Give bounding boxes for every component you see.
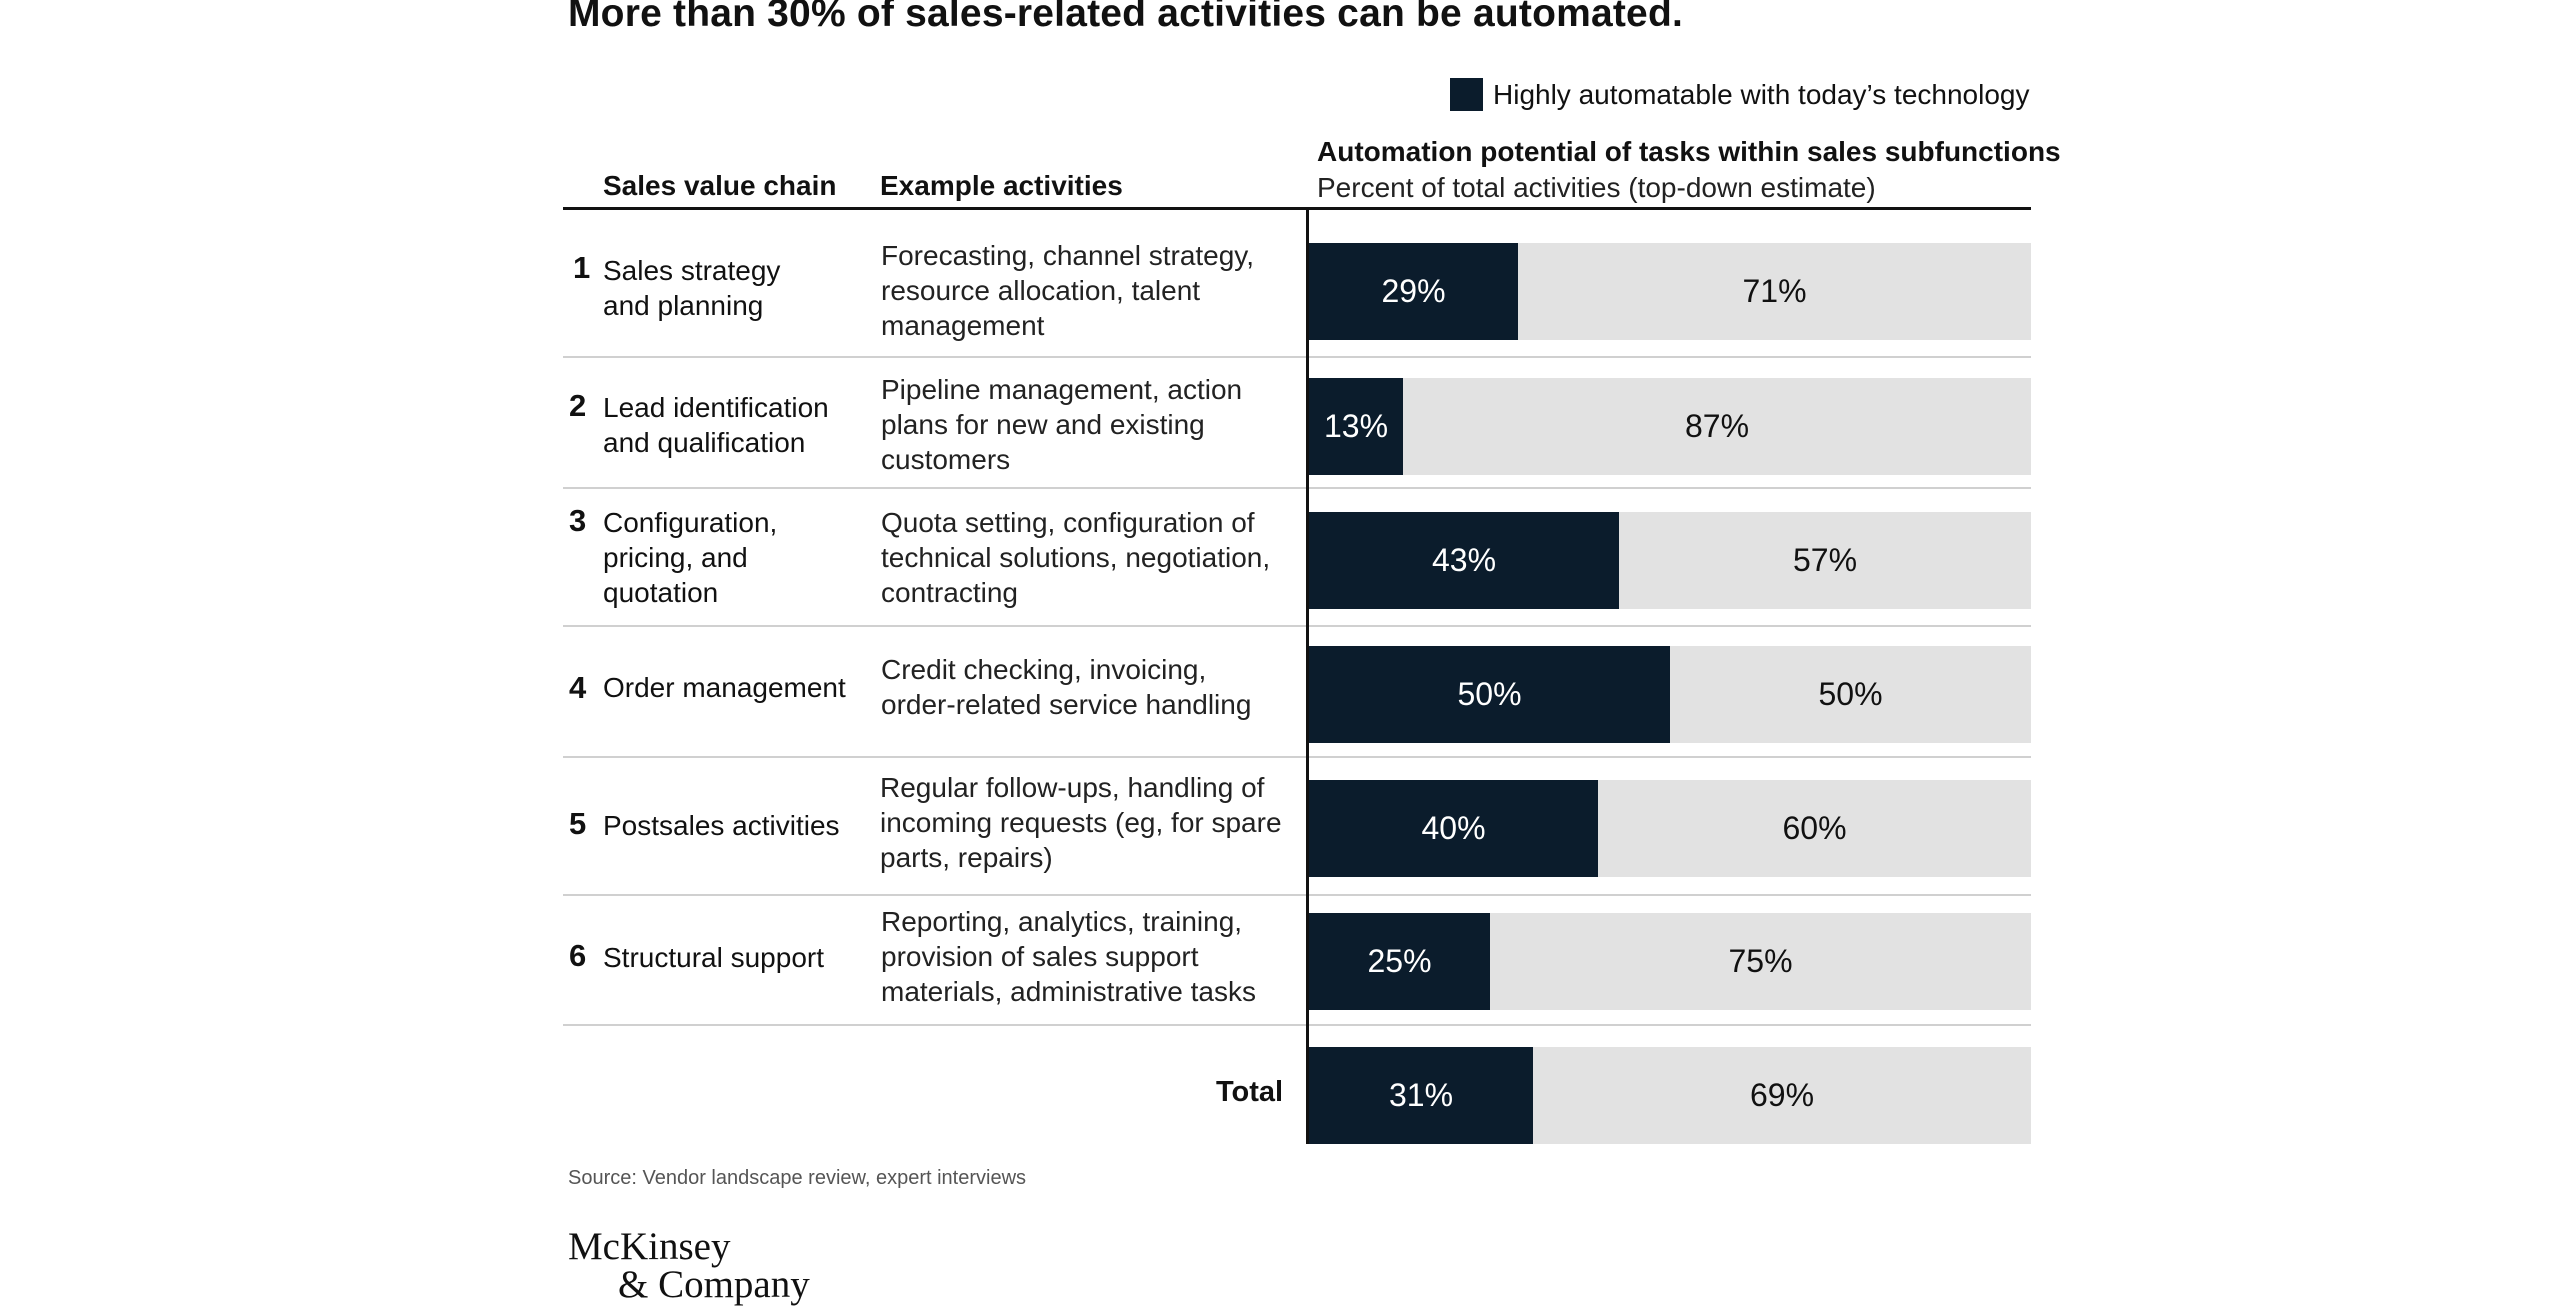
header-automation-title: Automation potential of tasks within sal… bbox=[1317, 136, 2061, 167]
chart-title: More than 30% of sales-related activitie… bbox=[568, 0, 1683, 35]
bar-other: 57% bbox=[1619, 512, 2031, 609]
bar-automatable: 43% bbox=[1309, 512, 1619, 609]
bar-other: 75% bbox=[1490, 913, 2031, 1010]
total-label: Total bbox=[1216, 1076, 1284, 1108]
row-activities: Regular follow-ups, handling of incoming… bbox=[880, 772, 1282, 873]
row-number: 1 bbox=[573, 250, 591, 285]
logo-line-2: & Company bbox=[618, 1263, 810, 1306]
bar-automatable: 40% bbox=[1309, 780, 1598, 877]
bar-other: 69% bbox=[1533, 1047, 2031, 1144]
bar-automatable: 13% bbox=[1309, 378, 1403, 475]
header-automation-subtitle: Percent of total activities (top-down es… bbox=[1317, 172, 1876, 203]
header-sales-value-chain: Sales value chain bbox=[603, 170, 837, 201]
row-divider bbox=[563, 356, 2031, 358]
row-number: 4 bbox=[569, 670, 587, 705]
row-label-configuration: Configuration, pricing, and quotation bbox=[603, 507, 778, 608]
bar-automatable: 29% bbox=[1309, 243, 1518, 340]
bar-other: 60% bbox=[1598, 780, 2031, 877]
row-activities: Quota setting, configuration of technica… bbox=[881, 507, 1271, 608]
row-divider bbox=[563, 487, 2031, 489]
row-label-sales-strategy: Sales strategy and planning bbox=[603, 255, 781, 321]
header-example-activities: Example activities bbox=[880, 170, 1123, 201]
row-activities: Forecasting, channel strategy, resource … bbox=[881, 240, 1255, 341]
row-divider bbox=[563, 894, 2031, 896]
mckinsey-logo: McKinsey & Company bbox=[568, 1225, 810, 1306]
row-label-postsales: Postsales activities bbox=[603, 810, 840, 841]
row-label-lead-identification: Lead identification and qualification bbox=[603, 392, 829, 458]
source-note: Source: Vendor landscape review, expert … bbox=[568, 1167, 1027, 1189]
row-activities: Credit checking, invoicing, order-relate… bbox=[881, 654, 1252, 720]
row-number: 3 bbox=[569, 503, 587, 538]
bar-other: 87% bbox=[1403, 378, 2031, 475]
row-number: 6 bbox=[569, 938, 587, 973]
row-divider bbox=[563, 1024, 2031, 1026]
bar-other: 71% bbox=[1518, 243, 2031, 340]
row-label-order-management: Order management bbox=[603, 672, 846, 703]
header-rule bbox=[563, 207, 2031, 210]
legend: Highly automatable with today’s technolo… bbox=[1450, 78, 2029, 111]
row-activities: Reporting, analytics, training, provisio… bbox=[881, 906, 1257, 1007]
row-activities: Pipeline management, action plans for ne… bbox=[881, 374, 1243, 475]
row-label-structural-support: Structural support bbox=[603, 942, 824, 973]
row-number: 2 bbox=[569, 388, 587, 423]
legend-label: Highly automatable with today’s technolo… bbox=[1493, 78, 2030, 110]
logo-line-1: McKinsey bbox=[568, 1225, 731, 1268]
bar-automatable: 50% bbox=[1309, 646, 1670, 743]
legend-swatch bbox=[1450, 78, 1483, 111]
bar-automatable: 31% bbox=[1309, 1047, 1533, 1144]
bar-other: 50% bbox=[1670, 646, 2031, 743]
row-number: 5 bbox=[569, 806, 587, 841]
axis-line bbox=[1306, 210, 1309, 1144]
row-divider bbox=[563, 756, 2031, 758]
bar-automatable: 25% bbox=[1309, 913, 1490, 1010]
row-divider bbox=[563, 625, 2031, 627]
